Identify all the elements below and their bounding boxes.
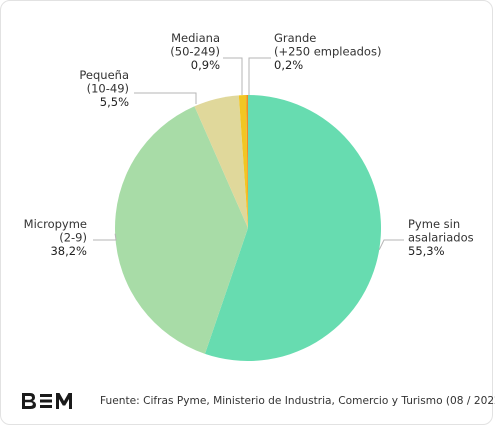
leader-lines [93, 57, 404, 251]
source-note: Fuente: Cifras Pyme, Ministerio de Indus… [100, 395, 495, 407]
pie-slice-micropyme [114, 106, 248, 354]
slice-label-pyme-sin-asalariados: asalariados [408, 231, 474, 245]
leader-line-grande [248, 57, 271, 95]
slice-label-mediana: Mediana [171, 31, 220, 45]
pie-slices [114, 95, 381, 362]
footer: Fuente: Cifras Pyme, Ministerio de Indus… [20, 389, 495, 413]
slice-label-grande: Grande [274, 31, 316, 45]
slice-label-pyme-sin-asalariados: Pyme sin [408, 217, 460, 231]
slice-value-grande: 0,2% [274, 58, 303, 72]
slice-label-pequena: Pequeña [79, 68, 129, 82]
slice-value-pyme-sin-asalariados: 55,3% [408, 244, 445, 258]
slice-label-pequena: (10-49) [87, 82, 129, 96]
slice-label-micropyme: (2-9) [59, 231, 87, 245]
leader-line-pequena [134, 92, 197, 104]
pie-slice-grande [246, 95, 248, 228]
slice-value-micropyme: 38,2% [50, 244, 87, 258]
pie-slice-pequena [194, 95, 248, 229]
bsm-logo [20, 391, 76, 411]
slice-value-mediana: 0,9% [191, 58, 220, 72]
leader-line-micropyme [93, 233, 117, 241]
slice-label-mediana: (50-249) [170, 45, 220, 59]
leader-line-pyme-sin-asalariados [378, 239, 404, 251]
leader-line-mediana [223, 57, 243, 95]
slice-label-micropyme: Micropyme [24, 217, 87, 231]
slice-value-pequena: 5,5% [100, 95, 129, 109]
pie-slice-mediana [238, 95, 248, 228]
slice-label-grande: (+250 empleados) [274, 45, 381, 59]
pie-slice-pyme-sin-asalariados [204, 95, 381, 362]
